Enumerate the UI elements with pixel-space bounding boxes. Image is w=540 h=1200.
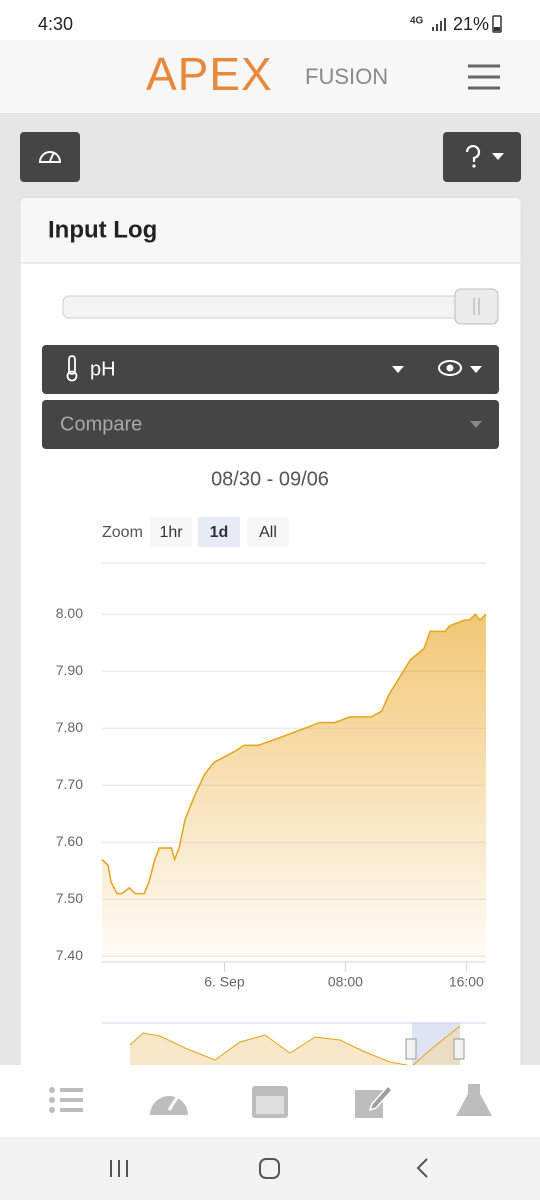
- area-fill: [102, 614, 486, 962]
- compare-select[interactable]: [42, 400, 499, 449]
- status-bar: [0, 0, 540, 40]
- x-tick-label: 6. Sep: [204, 974, 245, 990]
- zoom-button-label: 1hr: [159, 524, 183, 541]
- zoom-button[interactable]: [198, 517, 240, 547]
- slider-handle[interactable]: [454, 288, 499, 325]
- nav-calendar[interactable]: [252, 1086, 288, 1118]
- area-line: [101, 613, 487, 895]
- help-button[interactable]: [443, 132, 521, 182]
- zoom-button-label: 1d: [210, 524, 229, 541]
- system-nav: [0, 1137, 540, 1200]
- compare-placeholder: Compare: [60, 413, 142, 435]
- battery-fill: [494, 27, 500, 31]
- y-tick-label: 7.40: [56, 947, 83, 963]
- zoom-button-label: All: [259, 524, 277, 541]
- y-tick-label: 7.70: [56, 776, 83, 792]
- nav-list[interactable]: [49, 1087, 83, 1113]
- card-title: Input Log: [48, 216, 157, 243]
- y-tick-label: 8.00: [56, 605, 83, 621]
- nav-notes[interactable]: [355, 1084, 394, 1118]
- y-tick-label: 7.80: [56, 719, 83, 735]
- navigator: [102, 1022, 486, 1065]
- input-select-value: pH: [90, 358, 116, 380]
- nav-dashboard[interactable]: [150, 1095, 188, 1115]
- input-select[interactable]: [42, 345, 499, 394]
- battery-level: 21%: [453, 14, 489, 34]
- dashboard-button[interactable]: [20, 132, 80, 182]
- x-tick-label: 16:00: [449, 974, 484, 990]
- signal-icon: [432, 18, 446, 31]
- system-buttons[interactable]: [110, 1158, 428, 1179]
- y-tick-label: 7.60: [56, 833, 83, 849]
- x-tick-label: 08:00: [328, 974, 363, 990]
- nav-lab[interactable]: [456, 1084, 492, 1116]
- battery-icon: [492, 15, 502, 33]
- zoom-button[interactable]: [150, 517, 192, 547]
- date-range: 08/30 - 09/06: [211, 468, 329, 490]
- menu-button[interactable]: [468, 64, 500, 90]
- logo-apex: APEX: [146, 48, 273, 100]
- logo-fusion: FUSION: [305, 64, 388, 89]
- card-header: [21, 198, 520, 263]
- app-header: [0, 40, 540, 113]
- y-tick-label: 7.90: [56, 662, 83, 678]
- zoom-button[interactable]: [247, 517, 289, 547]
- range-slider[interactable]: [62, 295, 494, 319]
- zoom-label: Zoom: [102, 524, 143, 541]
- network-type: 4G: [410, 16, 424, 27]
- y-tick-label: 7.50: [56, 890, 83, 906]
- status-time: 4:30: [38, 14, 73, 34]
